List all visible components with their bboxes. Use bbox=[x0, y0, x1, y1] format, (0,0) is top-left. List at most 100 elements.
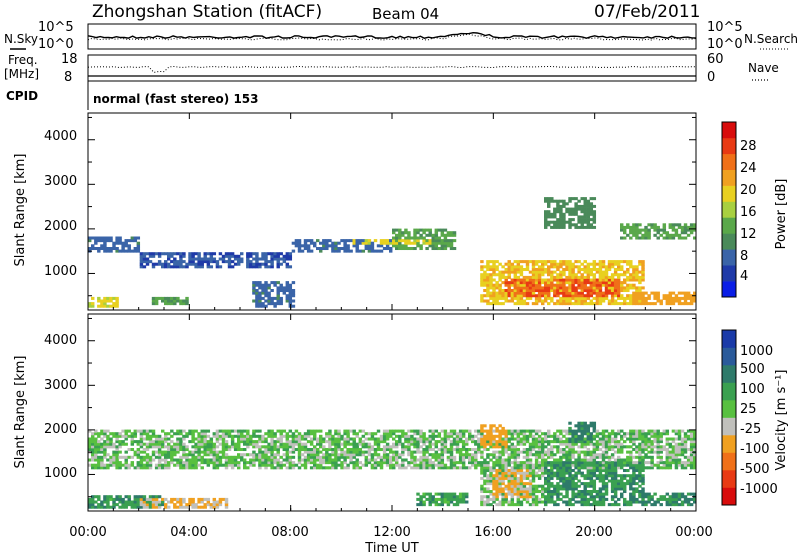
heatmap-cell bbox=[437, 432, 442, 436]
heatmap-cell bbox=[589, 212, 594, 216]
heatmap-cell bbox=[328, 445, 332, 449]
heatmap-cell bbox=[613, 299, 618, 303]
heatmap-cell bbox=[668, 495, 673, 499]
heatmap-cell bbox=[513, 273, 518, 277]
heatmap-cell bbox=[313, 455, 317, 459]
heatmap-cell bbox=[665, 440, 670, 444]
heatmap-cell bbox=[556, 283, 560, 287]
heatmap-cell bbox=[94, 448, 98, 452]
heatmap-cell bbox=[562, 294, 566, 298]
heatmap-cell bbox=[237, 448, 241, 452]
heatmap-cell bbox=[541, 461, 545, 465]
heatmap-cell bbox=[440, 450, 445, 454]
heatmap-cell bbox=[489, 434, 493, 438]
heatmap-cell bbox=[580, 220, 584, 224]
heatmap-cell bbox=[142, 252, 147, 256]
heatmap-cell bbox=[486, 302, 490, 306]
heatmap-cell bbox=[659, 299, 663, 303]
heatmap-cell bbox=[635, 448, 639, 452]
heatmap-cell bbox=[200, 440, 204, 444]
heatmap-cell bbox=[507, 445, 511, 449]
heatmap-cell bbox=[592, 445, 597, 449]
heatmap-cell bbox=[519, 490, 524, 494]
heatmap-cell bbox=[547, 432, 551, 436]
heatmap-cell bbox=[109, 299, 113, 303]
heatmap-cell bbox=[620, 484, 624, 488]
heatmap-cell bbox=[501, 291, 505, 295]
heatmap-cell bbox=[100, 244, 104, 248]
heatmap-cell bbox=[635, 275, 639, 279]
heatmap-cell bbox=[191, 437, 195, 441]
heatmap-cell bbox=[577, 440, 581, 444]
heatmap-cell bbox=[686, 225, 691, 229]
heatmap-cell bbox=[328, 461, 332, 465]
heatmap-cell bbox=[258, 445, 262, 449]
heatmap-cell bbox=[562, 434, 566, 438]
heatmap-cell bbox=[641, 500, 645, 504]
heatmap-cell bbox=[270, 442, 274, 446]
heatmap-cell bbox=[112, 463, 116, 467]
heatmap-cell bbox=[604, 453, 609, 457]
heatmap-cell bbox=[221, 254, 226, 258]
heatmap-cell bbox=[428, 244, 432, 248]
heatmap-cell bbox=[458, 432, 463, 436]
heatmap-cell bbox=[385, 432, 390, 436]
heatmap-cell bbox=[583, 437, 587, 441]
heatmap-cell bbox=[571, 492, 575, 496]
heatmap-cell bbox=[592, 471, 597, 475]
heatmap-cell bbox=[209, 458, 214, 462]
heatmap-cell bbox=[197, 437, 201, 441]
heatmap-cell bbox=[659, 437, 663, 441]
heatmap-cell bbox=[179, 505, 183, 509]
heatmap-cell bbox=[455, 432, 460, 436]
heatmap-cell bbox=[264, 437, 268, 441]
heatmap-cell bbox=[471, 461, 475, 465]
heatmap-cell bbox=[185, 458, 189, 462]
heatmap-cell bbox=[604, 268, 609, 272]
heatmap-cell bbox=[422, 463, 426, 467]
heatmap-cell bbox=[562, 469, 566, 473]
heatmap-cell bbox=[644, 442, 648, 446]
heatmap-cell bbox=[249, 458, 253, 462]
heatmap-cell bbox=[483, 283, 487, 287]
heatmap-cell bbox=[91, 296, 95, 300]
heatmap-cell bbox=[449, 448, 454, 452]
heatmap-cell bbox=[492, 262, 496, 266]
heatmap-cell bbox=[167, 455, 171, 459]
heatmap-cell bbox=[534, 495, 539, 499]
heatmap-cell bbox=[565, 490, 569, 494]
nave-line bbox=[87, 65, 697, 73]
heatmap-cell bbox=[173, 302, 177, 306]
heatmap-cell bbox=[571, 469, 575, 473]
heatmap-cell bbox=[194, 429, 198, 433]
heatmap-cell bbox=[486, 495, 490, 499]
heatmap-cell bbox=[297, 241, 302, 245]
heatmap-cell bbox=[638, 469, 642, 473]
heatmap-cell bbox=[224, 432, 229, 436]
heatmap-cell bbox=[495, 302, 499, 306]
heatmap-cell bbox=[677, 223, 682, 227]
heatmap-cell bbox=[94, 432, 98, 436]
heatmap-cell bbox=[568, 268, 572, 272]
heatmap-cell bbox=[115, 448, 119, 452]
heatmap-cell bbox=[316, 450, 320, 454]
heatmap-cell bbox=[127, 495, 131, 499]
heatmap-cell bbox=[279, 463, 283, 467]
heatmap-cell bbox=[486, 453, 490, 457]
heatmap-cell bbox=[440, 458, 445, 462]
heatmap-cell bbox=[389, 429, 393, 433]
heatmap-cell bbox=[492, 455, 496, 459]
heatmap-cell bbox=[370, 249, 375, 253]
heatmap-cell bbox=[644, 434, 648, 438]
heatmap-cell bbox=[398, 437, 402, 441]
heatmap-cell bbox=[516, 294, 521, 298]
heatmap-cell bbox=[270, 458, 274, 462]
heatmap-cell bbox=[647, 440, 651, 444]
heatmap-cell bbox=[528, 474, 533, 478]
heatmap-cell bbox=[191, 505, 195, 509]
heatmap-cell bbox=[246, 254, 250, 258]
heatmap-cell bbox=[644, 440, 648, 444]
heatmap-cell bbox=[562, 268, 566, 272]
heatmap-cell bbox=[525, 497, 530, 501]
heatmap-cell bbox=[580, 421, 584, 425]
